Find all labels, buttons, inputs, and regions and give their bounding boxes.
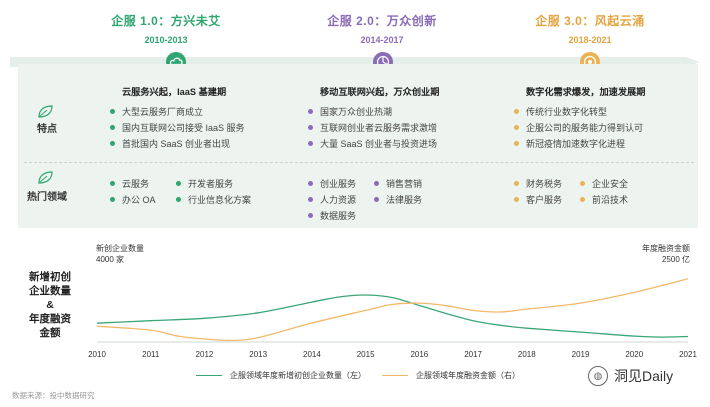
list-item: 开发者服务 (176, 176, 251, 192)
x-tick-label: 2018 (518, 350, 536, 359)
list-item: 数据服务 (308, 208, 374, 224)
era-years: 2018-2021 (568, 35, 612, 45)
left-axis-max: 4000 家 (96, 255, 125, 264)
list-item: 行业信息化方案 (176, 192, 251, 208)
column-heading: 云服务兴起，IaaS 基建期 (122, 87, 227, 97)
left-axis-caption: 新创企业数量 4000 家 (96, 243, 144, 265)
chart-side-label: 新增初创 企业数量 & 年度融资 金额 (18, 270, 82, 340)
list-item: 国家万众创业热潮 (308, 104, 437, 120)
era-2-header: 企服 2.0：万众创新 2014-2017 (282, 12, 482, 45)
feature-list: 大型云服务厂商成立 国内互联网公司接受 IaaS 服务 首批国内 SaaS 创业… (110, 104, 245, 152)
era-years: 2014-2017 (360, 35, 404, 45)
list-item: 大型云服务厂商成立 (110, 104, 245, 120)
source-note: 数据来源：投中数据研究 (12, 391, 95, 400)
list-item: 新冠疫情加速数字化进程 (514, 136, 643, 152)
era-title: 企服 2.0：万众创新 (327, 14, 437, 28)
right-axis-caption: 年度融资金额 2500 亿 (620, 243, 690, 265)
side-label-line: 企业数量 (29, 285, 71, 297)
x-tick-label: 2019 (572, 350, 590, 359)
hot-list: 财务税务 企业安全 客户服务 前沿技术 (514, 176, 628, 208)
era-title: 企服 1.0：方兴未艾 (111, 14, 221, 28)
list-item: 销售营销 (374, 176, 422, 192)
side-label-line: 新增初创 (29, 271, 71, 283)
era-3-header: 企服 3.0：风起云涌 2018-2021 (490, 12, 690, 45)
side-label-line: 年度融资 (29, 313, 71, 325)
list-item: 首批国内 SaaS 创业者出现 (110, 136, 245, 152)
list-item: 办公 OA (110, 192, 176, 208)
right-axis-label: 年度融资金额 (642, 244, 690, 253)
wechat-icon: ◍ (588, 366, 608, 386)
list-item: 前沿技术 (580, 192, 628, 208)
left-axis-label: 新创企业数量 (96, 244, 144, 253)
row-label-features: 特点 (37, 124, 57, 135)
feature-list: 传统行业数字化转型 企服公司的服务能力得到认可 新冠疫情加速数字化进程 (514, 104, 643, 152)
series-line-funding (96, 278, 689, 342)
legend-item: 企服领域年度融资金额（右） (382, 370, 520, 381)
hot-list: 云服务 开发者服务 办公 OA 行业信息化方案 (110, 176, 251, 208)
list-item: 企业安全 (580, 176, 628, 192)
list-item: 人力资源 (308, 192, 374, 208)
right-axis-max: 2500 亿 (661, 255, 690, 264)
list-item: 国内互联网公司接受 IaaS 服务 (110, 120, 245, 136)
legend-label: 企服领域年度新增初创企业数量（左） (230, 371, 366, 380)
brand-name: 洞见Daily (614, 368, 674, 384)
list-item: 客户服务 (514, 192, 580, 208)
legend-swatch (382, 375, 408, 376)
x-tick-label: 2013 (249, 350, 267, 359)
list-item: 财务税务 (514, 176, 580, 192)
x-tick-label: 2010 (88, 350, 106, 359)
list-item: 创业服务 (308, 176, 374, 192)
era-title: 企服 3.0：风起云涌 (535, 14, 645, 28)
brand-watermark: ◍ 洞见Daily (588, 366, 673, 386)
x-tick-label: 2016 (410, 350, 428, 359)
leaf-icon (38, 105, 53, 118)
list-item: 传统行业数字化转型 (514, 104, 643, 120)
x-tick-label: 2015 (357, 350, 375, 359)
x-tick-label: 2012 (196, 350, 214, 359)
x-tick-label: 2017 (464, 350, 482, 359)
x-tick-label: 2011 (142, 350, 160, 359)
list-item: 企服公司的服务能力得到认可 (514, 120, 643, 136)
list-item: 法律服务 (374, 192, 422, 208)
x-tick-label: 2021 (679, 350, 697, 359)
column-heading: 数字化需求爆发，加速发展期 (526, 87, 646, 97)
era-1-header: 企服 1.0：方兴未艾 2010-2013 (66, 12, 266, 45)
series-line-startups (96, 294, 689, 338)
list-item: 互联网创业者云服务需求激增 (308, 120, 437, 136)
list-item: 大量 SaaS 创业者与投资进场 (308, 136, 437, 152)
legend-label: 企服领域年度融资金额（右） (416, 371, 520, 380)
side-label-line: 金额 (39, 327, 61, 339)
hot-list: 创业服务 销售营销 人力资源 法律服务 数据服务 (308, 176, 422, 224)
leaf-icon (38, 171, 53, 184)
feature-list: 国家万众创业热潮 互联网创业者云服务需求激增 大量 SaaS 创业者与投资进场 (308, 104, 437, 152)
column-heading: 移动互联网兴起，万众创业期 (320, 87, 440, 97)
panel-divider (24, 162, 694, 163)
legend-swatch (196, 375, 222, 376)
list-item: 云服务 (110, 176, 176, 192)
legend-item: 企服领域年度新增初创企业数量（左） (196, 370, 366, 381)
x-tick-label: 2020 (625, 350, 643, 359)
side-label-line: & (46, 299, 54, 311)
x-tick-label: 2014 (303, 350, 321, 359)
row-label-hot: 热门领域 (27, 192, 67, 203)
era-years: 2010-2013 (144, 35, 188, 45)
